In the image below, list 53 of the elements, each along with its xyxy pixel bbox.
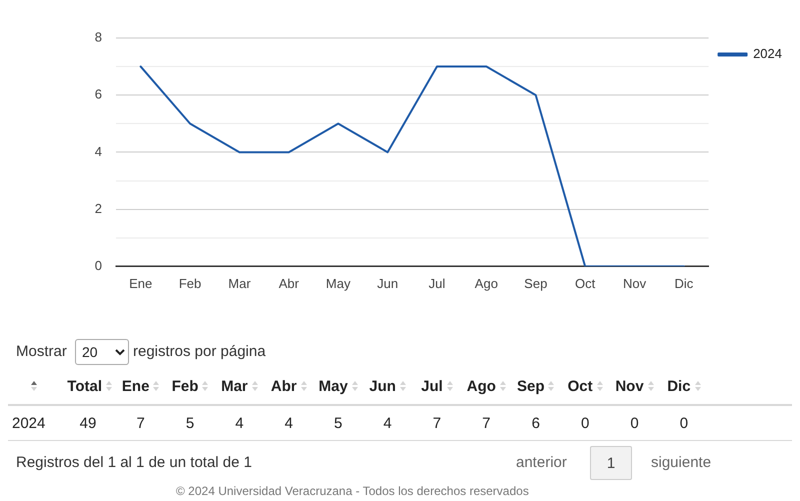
x-tick-label: Ago [474, 276, 498, 291]
category-label: Jun [369, 378, 396, 394]
data-label: 4 [234, 414, 245, 434]
x-tick-label: Mar [228, 276, 252, 291]
data-label: 7 [432, 414, 442, 434]
text: © 2024 Universidad Veracruzana - Todos los derechos reservados [176, 484, 529, 498]
dropdown: 20 [75, 339, 129, 365]
text: siguiente [651, 454, 712, 472]
category-label: Mar [221, 378, 248, 394]
data-label: 4 [284, 414, 294, 434]
text: Total [67, 378, 102, 394]
data-label: 0 [678, 414, 690, 434]
data-label: 6 [530, 414, 541, 434]
text: registros por página [133, 343, 266, 361]
category-label: Oct [568, 378, 593, 394]
data-label: 0 [629, 414, 640, 434]
data-label: 0 [580, 414, 590, 434]
x-tick-label: May [326, 276, 351, 291]
category-label: Abr [270, 378, 297, 394]
text: 2024 [12, 414, 46, 432]
y-tick-label: 6 [94, 86, 102, 102]
y-tick-label: 8 [94, 30, 102, 45]
x-tick-label: Oct [575, 276, 596, 291]
text: Mostrar [16, 343, 67, 361]
category-label: Feb [172, 378, 198, 394]
data-label: 4 [382, 414, 393, 434]
text: anterior [516, 454, 567, 472]
data-label: 5 [184, 414, 196, 434]
x-tick-label: Jul [428, 276, 446, 291]
x-tick-label: Nov [622, 276, 647, 291]
x-tick-label: Abr [278, 276, 300, 291]
x-tick-label: Ene [129, 276, 152, 291]
text: 49 [78, 414, 98, 434]
legend-label: 2024 [753, 46, 782, 62]
x-tick-label: Feb [178, 276, 202, 291]
data-label: 7 [136, 414, 146, 434]
category-label: Dic [667, 378, 691, 394]
category-label: May [318, 378, 348, 394]
y-tick-label: 2 [94, 200, 102, 216]
page-button: 1 [590, 446, 632, 480]
text: Registros del 1 al 1 de un total de 1 [16, 454, 252, 472]
x-tick-label: Dic [674, 276, 694, 291]
category-label: Sep [516, 378, 544, 394]
data-label: 5 [333, 414, 344, 434]
x-tick-label: Sep [524, 276, 548, 291]
y-tick-label: 4 [94, 144, 102, 159]
data-label: 7 [481, 414, 492, 434]
x-tick-label: Jun [377, 276, 398, 291]
category-label: Jul [421, 378, 443, 394]
category-label: Ene [122, 378, 150, 394]
category-label: Nov [615, 378, 644, 394]
category-label: Ago [466, 378, 496, 394]
y-tick-label: 0 [94, 258, 102, 273]
